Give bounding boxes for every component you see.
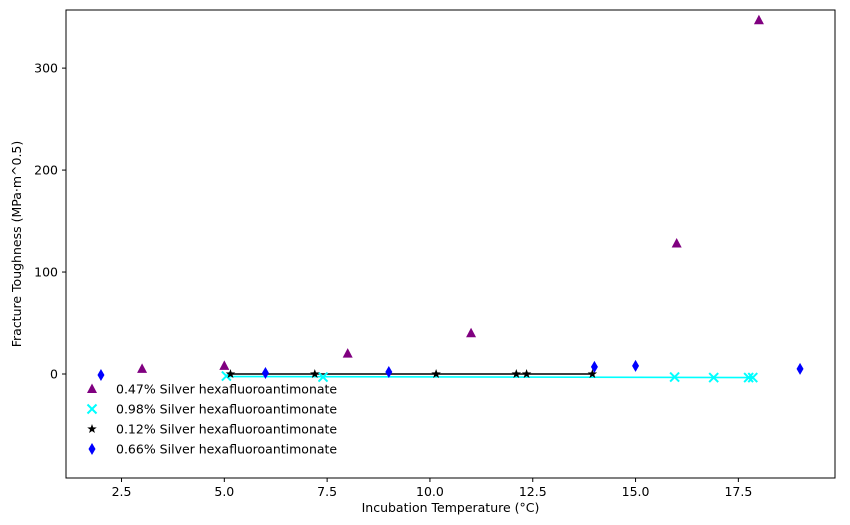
legend-marker-1 [86,403,98,415]
legend-label-0: 0.47% Silver hexafluoroantimonate [116,382,337,397]
x-tick-label-1: 5.0 [214,484,234,499]
legend-marker-0 [87,383,97,393]
legend-marker-2 [87,424,97,434]
series-1-point-1-stroke-b [317,371,329,383]
legend-marker-3 [88,443,96,455]
x-tick-label-2: 7.5 [317,484,337,499]
legend-label-3: 0.66% Silver hexafluoroantimonate [116,442,337,457]
axes-frame [65,9,836,479]
series-3-point-0 [97,369,105,382]
x-tick-label-0: 2.5 [112,484,132,499]
series-1-point-4 [743,372,754,383]
y-tick-label-3: 300 [34,61,58,76]
series-3-point-1 [261,366,269,379]
y-tick-label-1: 100 [34,265,58,280]
y-tick-label-2: 200 [34,163,58,178]
series-3-point-2 [385,365,393,378]
plot-area [97,14,804,383]
series-2-point-5 [587,369,598,379]
x-tick-label-5: 15.0 [622,484,650,499]
series-2-point-1 [310,369,320,379]
x-tick-label-4: 12.5 [519,484,547,499]
series-0-point-3 [466,327,477,338]
series-0-point-2 [342,348,353,358]
series-3-point-5 [796,362,804,375]
series-3-point-3 [590,360,598,373]
series-3-point-4 [632,359,640,372]
series-1-point-4-stroke-b [743,372,754,383]
series-1-point-3-stroke-b [708,372,719,383]
legend-marker-1-stroke-b [86,403,98,415]
series-2-point-4 [521,369,532,379]
axes: 2.5 5.0 7.5 10.0 12.5 15.0 17.5 0 100 200 300 [34,9,836,499]
series-1-point-5 [747,372,758,383]
series-0-point-0 [137,363,148,373]
legend-label-2: 0.12% Silver hexafluoroantimonate [116,422,337,437]
legend-label-1: 0.98% Silver hexafluoroantimonate [116,402,337,417]
series-0-point-1 [219,360,230,370]
x-tick-label-3: 10.0 [416,484,444,499]
x-tick-label-6: 17.5 [724,484,752,499]
y-axis-label: Fracture Toughness (MPa·m^0.5) [9,141,24,348]
y-tick-label-0: 0 [50,367,58,382]
series-1-point-2-stroke-b [669,371,680,383]
series-0-point-4 [671,237,682,248]
series-1-point-3 [708,372,719,383]
series-2-point-3 [511,369,522,379]
legend: 0.47% Silver hexafluoroantimonate 0.98% S… [86,382,337,457]
series-2-point-0 [225,369,236,379]
series-2-point-2 [431,369,441,379]
series-0-point-5 [753,14,764,25]
series-1-point-5-stroke-b [747,372,758,383]
x-axis-label: Incubation Temperature (°C) [362,500,540,515]
series-1-fit-line [226,375,753,379]
series-1-point-1 [317,371,329,383]
series-1-point-2 [669,371,680,383]
